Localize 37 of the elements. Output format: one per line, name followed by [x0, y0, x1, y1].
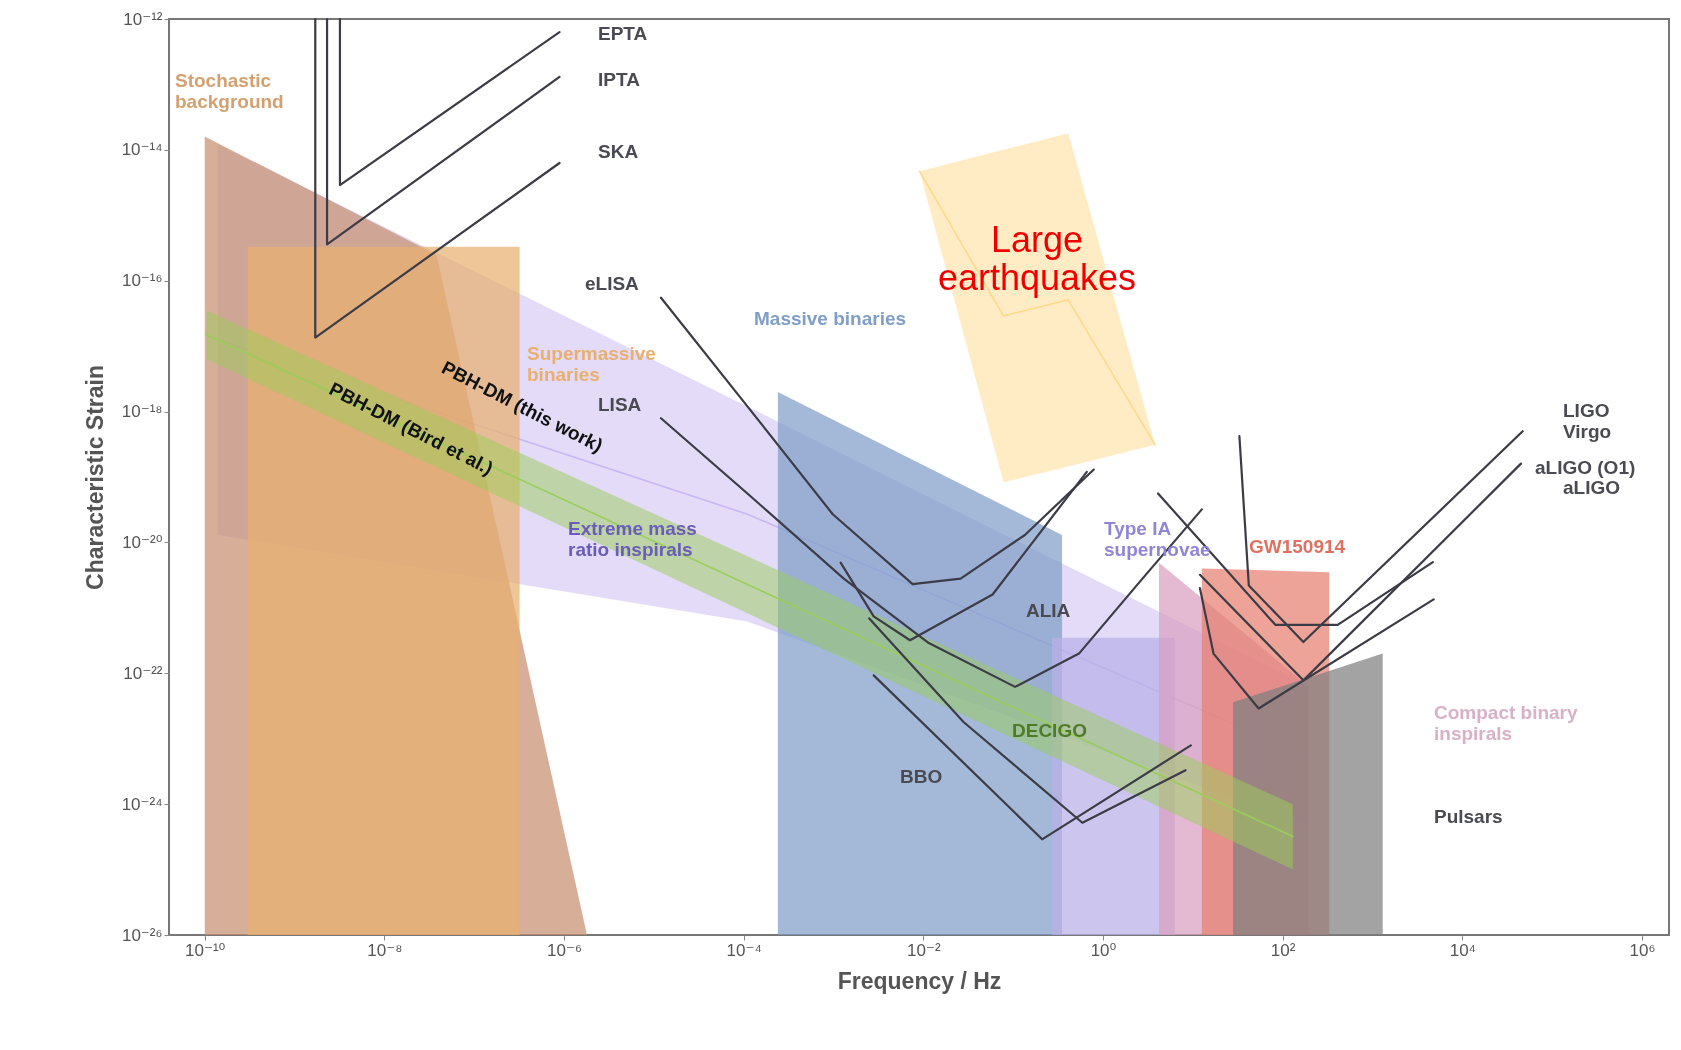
annotation: LISA — [598, 394, 642, 415]
annotation: Virgo — [1563, 421, 1612, 442]
annotation: Large earthquakes — [937, 219, 1137, 298]
y-tick-label: 10⁻¹⁸ — [121, 402, 163, 422]
annotation: aLIGO — [1563, 477, 1621, 498]
x-tick-label: 10⁻² — [907, 940, 941, 960]
x-tick-label: 10⁰ — [1090, 940, 1117, 960]
annotation: Compact binary inspirals — [1434, 702, 1579, 744]
annotation: BBO — [900, 766, 943, 787]
x-tick-label: 10⁻¹⁰ — [185, 940, 226, 960]
y-tick-label: 10⁻¹⁶ — [121, 271, 163, 291]
y-tick-label: 10⁻¹⁴ — [121, 140, 163, 160]
annotation: aLIGO (O1) — [1535, 457, 1636, 478]
y-axis-title: Characteristic Strain — [81, 365, 108, 590]
annotation: IPTA — [598, 69, 641, 90]
annotation: Massive binaries — [754, 308, 907, 329]
x-tick-label: 10⁻⁴ — [726, 940, 762, 960]
x-tick-label: 10² — [1270, 940, 1296, 960]
x-axis-title: Frequency / Hz — [837, 967, 1002, 994]
y-tick-label: 10⁻²⁶ — [121, 925, 163, 945]
annotation: Stochastic background — [175, 70, 284, 112]
annotation: ALIA — [1026, 600, 1071, 621]
x-tick-label: 10⁻⁸ — [367, 940, 403, 960]
annotation: GW150914 — [1249, 536, 1346, 557]
annotation: LIGO — [1563, 400, 1610, 421]
y-tick-label: 10⁻²⁴ — [121, 794, 163, 814]
y-tick-label: 10⁻²⁰ — [122, 532, 163, 552]
x-tick-label: 10⁶ — [1629, 940, 1656, 960]
y-tick-label: 10⁻²² — [123, 663, 163, 683]
annotation: EPTA — [598, 23, 648, 44]
annotation: Supermassive binaries — [527, 343, 656, 385]
x-tick-label: 10⁴ — [1449, 940, 1476, 960]
annotation: SKA — [598, 141, 639, 162]
annotation: Pulsars — [1434, 806, 1503, 827]
x-tick-label: 10⁻⁶ — [547, 940, 582, 960]
annotation: eLISA — [585, 273, 640, 294]
y-tick-label: 10⁻¹² — [123, 9, 163, 29]
